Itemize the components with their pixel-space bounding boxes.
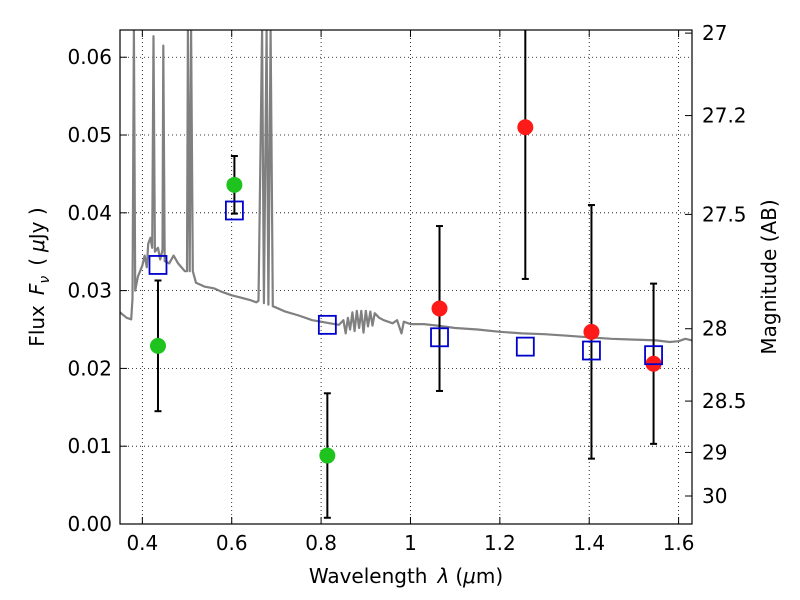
model-flux-square <box>582 340 601 361</box>
model-flux-square <box>224 200 244 221</box>
y-tick-label: 0.00 <box>67 512 112 536</box>
photometry-point <box>226 176 243 193</box>
model-flux-square <box>515 336 535 357</box>
y2-tick-label: 27.5 <box>702 202 747 226</box>
x-tick-label: 0.8 <box>305 531 337 555</box>
errorbar-layer <box>154 30 658 519</box>
y2-tick-label: 28.5 <box>702 389 747 413</box>
y-tick-label: 0.01 <box>67 434 112 458</box>
x-tick-label: 1.6 <box>663 531 695 555</box>
grid <box>120 30 692 524</box>
model-spectrum-layer <box>120 30 692 344</box>
photometry-point <box>431 300 448 317</box>
y-tick-label: 0.04 <box>67 201 112 225</box>
y-tick-label: 0.02 <box>67 356 112 380</box>
plot-frame <box>119 29 693 525</box>
ticks: 0.4 0.6 0.8 1 1.2 1.4 1.6 0.00 0.01 0.02 0.03 0.04 0… <box>67 21 746 555</box>
model-flux-square <box>430 327 449 348</box>
photometry-point <box>149 337 166 354</box>
photometry-point <box>583 323 600 340</box>
y-tick-label: 0.03 <box>67 279 112 303</box>
x-tick-label: 1.2 <box>484 531 516 555</box>
x-axis-label: Wavelength λ (μm) <box>309 564 503 588</box>
x-tick-label: 0.4 <box>126 531 158 555</box>
y-tick-label: 0.05 <box>67 123 112 147</box>
model-flux-square <box>644 345 663 366</box>
model-spectrum-line <box>120 30 692 344</box>
y2-tick-label: 27 <box>702 21 727 45</box>
photometry-point <box>319 447 336 464</box>
y2-axis-label: Magnitude (AB) <box>757 199 781 354</box>
photometry-point <box>517 119 534 136</box>
x-tick-label: 1 <box>404 531 417 555</box>
model-flux-square <box>317 314 337 335</box>
model-flux-square <box>148 255 168 275</box>
x-tick-label: 0.6 <box>216 531 248 555</box>
y2-tick-label: 29 <box>702 440 727 464</box>
y2-tick-label: 28 <box>702 317 727 341</box>
x-tick-label: 1.4 <box>573 531 605 555</box>
y-tick-label: 0.06 <box>67 45 112 69</box>
y2-tick-label: 30 <box>702 484 727 508</box>
y2-tick-label: 27.2 <box>702 104 747 128</box>
marker-layer <box>148 119 663 464</box>
y-axis-label: FluxFν(μJy ) <box>25 207 53 346</box>
